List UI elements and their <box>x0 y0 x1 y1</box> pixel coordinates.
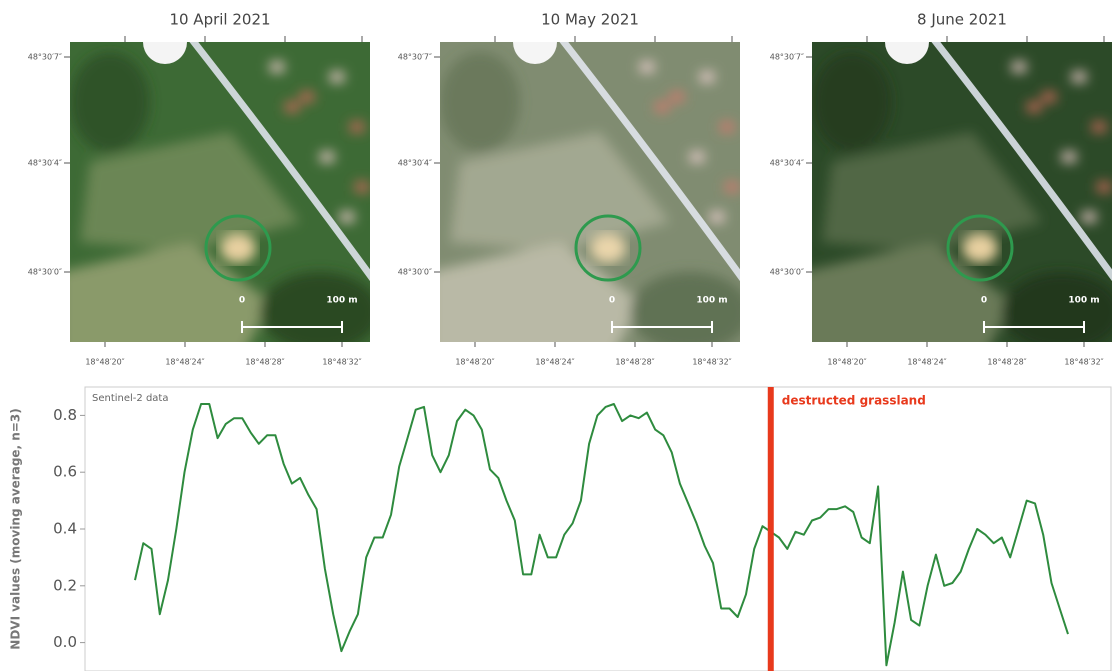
y-tick-label: 0.4 <box>53 520 77 538</box>
lon-label: 18°48′20″ <box>85 358 124 367</box>
image-texture <box>70 52 370 342</box>
scale-label: 100 m <box>1068 296 1099 306</box>
house <box>1062 152 1076 162</box>
satellite-image <box>812 42 1112 342</box>
meadow <box>822 132 1042 252</box>
lon-label: 18°48′24″ <box>165 358 204 367</box>
lon-label: 18°48′24″ <box>535 358 574 367</box>
lat-label: 48°30′4″ <box>770 159 804 168</box>
bare-soil <box>220 233 256 263</box>
y-tick-label: 0.0 <box>53 633 77 651</box>
lat-label: 48°30′7″ <box>770 53 804 62</box>
meadow <box>450 132 670 252</box>
dark-patch <box>440 52 520 152</box>
lat-label: 48°30′0″ <box>28 268 62 277</box>
road <box>931 42 1112 282</box>
house <box>350 122 364 132</box>
scale-bar <box>983 321 1085 333</box>
house <box>1092 122 1106 132</box>
lon-label: 18°48′32″ <box>322 358 361 367</box>
y-axis-label: NDVI values (moving average, n=3) <box>9 408 23 649</box>
satellite-image <box>70 42 370 342</box>
house <box>1027 102 1041 112</box>
lon-label: 18°48′24″ <box>907 358 946 367</box>
field <box>812 242 1012 342</box>
house <box>320 152 334 162</box>
house <box>330 72 344 82</box>
y-tick-label: 0.6 <box>53 463 77 481</box>
lat-label: 48°30′4″ <box>398 159 432 168</box>
dark-patch <box>812 52 892 152</box>
plot-frame <box>84 386 1112 671</box>
field <box>70 242 270 342</box>
house <box>340 212 354 222</box>
site-circle <box>204 214 272 282</box>
white-blob <box>143 42 187 64</box>
panel-title: 8 June 2021 <box>917 11 1007 29</box>
house <box>725 182 739 192</box>
house <box>710 212 724 222</box>
dark-patch <box>70 52 150 152</box>
lat-label: 48°30′0″ <box>398 268 432 277</box>
lon-label: 18°48′28″ <box>615 358 654 367</box>
house <box>300 92 314 102</box>
scale-label: 100 m <box>326 296 357 306</box>
event-label: destructed grassland <box>782 394 926 408</box>
road <box>559 42 740 282</box>
scale-label: 0 <box>239 296 245 306</box>
lon-label: 18°48′28″ <box>245 358 284 367</box>
house <box>690 152 704 162</box>
house <box>670 92 684 102</box>
y-tick-label: 0.2 <box>53 576 77 594</box>
source-label: Sentinel-2 data <box>92 393 168 404</box>
ndvi-line <box>134 403 1069 667</box>
scale-label: 100 m <box>696 296 727 306</box>
scale-bar <box>611 321 713 333</box>
house <box>355 182 369 192</box>
white-blob <box>885 42 929 64</box>
bare-soil <box>962 233 998 263</box>
house <box>700 72 714 82</box>
y-tick-label: 0.8 <box>53 406 77 424</box>
house <box>1082 212 1096 222</box>
house <box>1072 72 1086 82</box>
scale-label: 0 <box>609 296 615 306</box>
haze <box>440 42 740 342</box>
lat-label: 48°30′4″ <box>28 159 62 168</box>
lon-label: 18°48′32″ <box>692 358 731 367</box>
lat-label: 48°30′0″ <box>770 268 804 277</box>
lon-label: 18°48′28″ <box>987 358 1026 367</box>
house <box>1042 92 1056 102</box>
house <box>1012 62 1026 72</box>
lon-label: 18°48′20″ <box>827 358 866 367</box>
bare-soil <box>590 233 626 263</box>
lat-label: 48°30′7″ <box>398 53 432 62</box>
scale-label: 0 <box>981 296 987 306</box>
meadow <box>80 132 300 252</box>
house <box>655 102 669 112</box>
panel-title: 10 May 2021 <box>541 11 639 29</box>
house <box>1097 182 1111 192</box>
panel-title: 10 April 2021 <box>169 11 270 29</box>
field <box>440 242 640 342</box>
satellite-image <box>440 42 740 342</box>
lon-label: 18°48′20″ <box>455 358 494 367</box>
image-texture <box>440 52 740 342</box>
scale-bar <box>241 321 343 333</box>
dark-forest <box>260 272 370 342</box>
house <box>270 62 284 72</box>
white-blob <box>513 42 557 64</box>
lat-label: 48°30′7″ <box>28 53 62 62</box>
house <box>285 102 299 112</box>
site-circle <box>574 214 642 282</box>
road <box>189 42 370 282</box>
house <box>640 62 654 72</box>
lon-label: 18°48′32″ <box>1064 358 1103 367</box>
house <box>720 122 734 132</box>
site-circle <box>946 214 1014 282</box>
